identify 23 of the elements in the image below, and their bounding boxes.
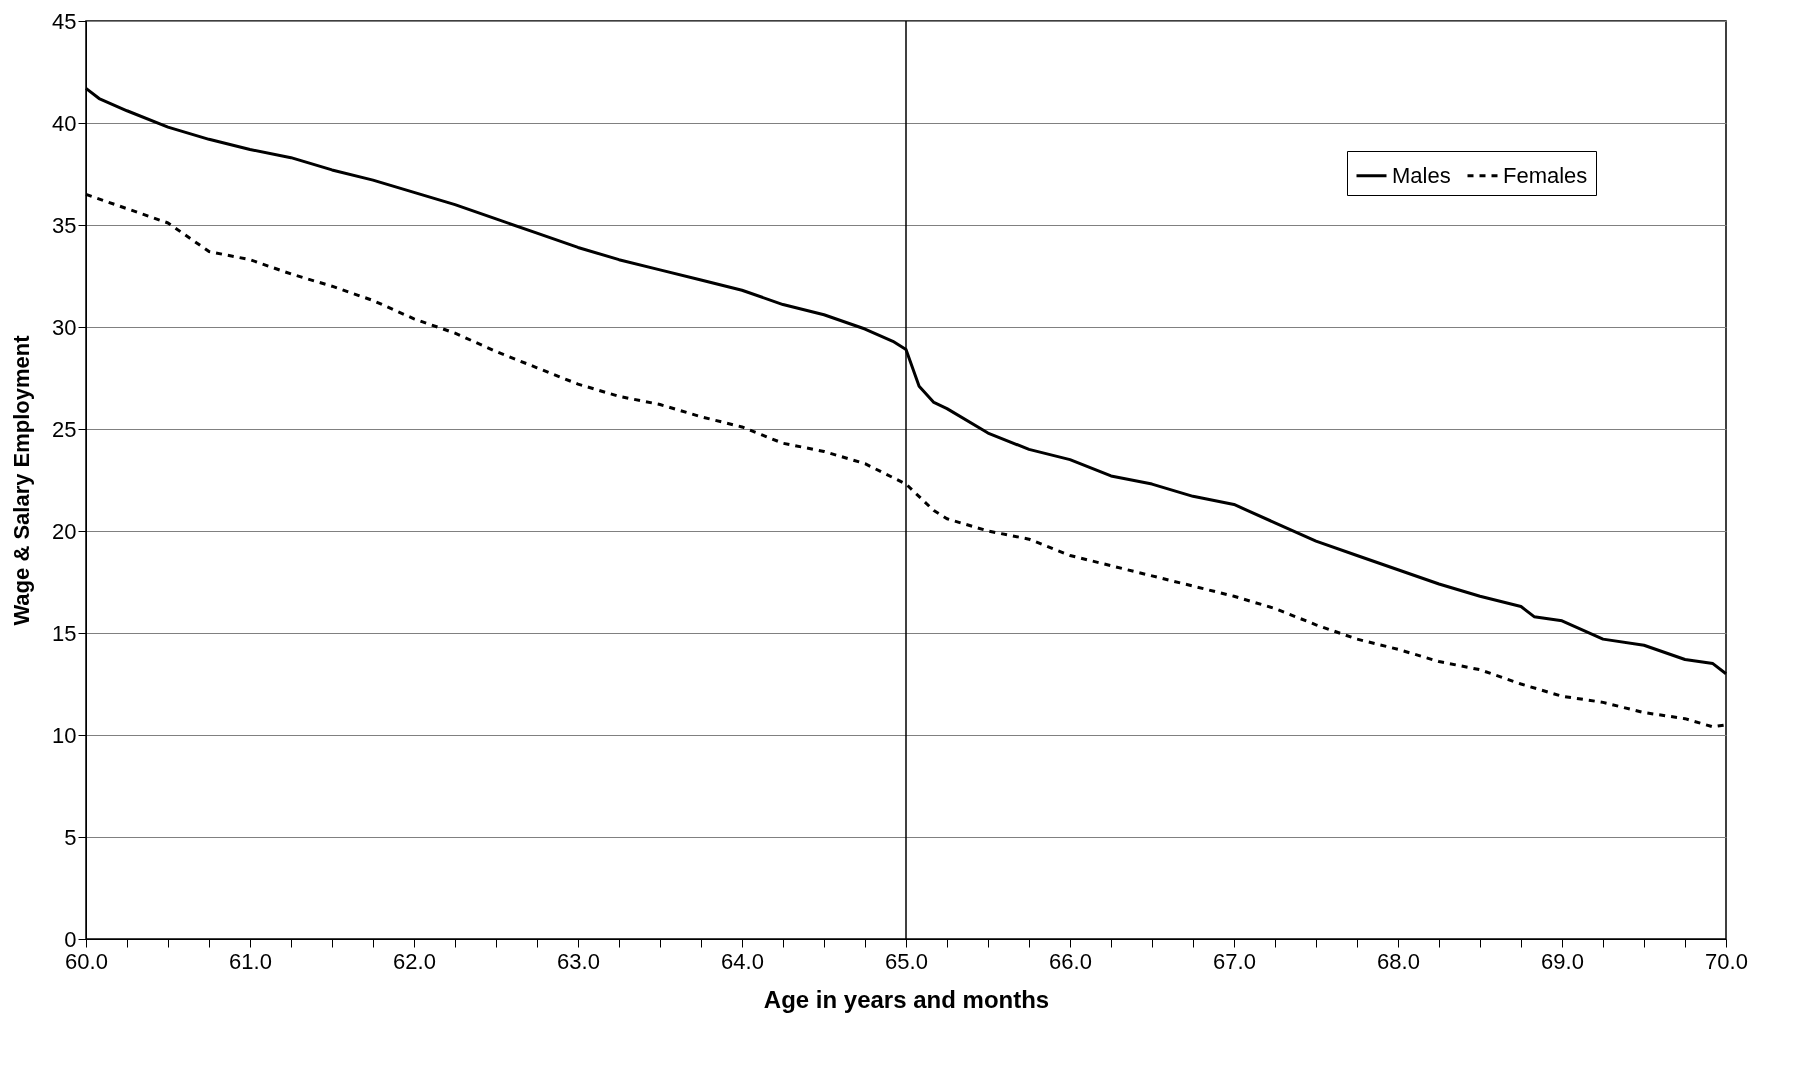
y-axis-title: Wage & Salary Employment <box>9 334 35 626</box>
y-tick-label: 35 <box>52 212 77 238</box>
y-tick-label: 5 <box>64 824 77 850</box>
y-tick-label: 10 <box>52 722 77 748</box>
x-tick-label: 63.0 <box>557 948 600 974</box>
x-tick-label: 66.0 <box>1049 948 1092 974</box>
x-tick-label: 67.0 <box>1213 948 1256 974</box>
x-tick-label: 62.0 <box>393 948 436 974</box>
x-tick-label: 65.0 <box>885 948 928 974</box>
x-tick-label: 70.0 <box>1705 948 1748 974</box>
legend-label: Males <box>1392 162 1451 188</box>
y-tick-label: 20 <box>52 518 77 544</box>
y-tick-label: 40 <box>52 110 77 136</box>
y-tick-label: 30 <box>52 314 77 340</box>
legend-label: Females <box>1503 162 1588 188</box>
x-tick-label: 68.0 <box>1377 948 1420 974</box>
x-tick-label: 64.0 <box>721 948 764 974</box>
x-tick-label: 61.0 <box>229 948 272 974</box>
y-tick-label: 45 <box>52 8 77 34</box>
y-tick-label: 15 <box>52 620 77 646</box>
y-tick-label: 25 <box>52 416 77 442</box>
x-tick-label: 69.0 <box>1541 948 1584 974</box>
x-axis-title: Age in years and months <box>763 985 1050 1013</box>
